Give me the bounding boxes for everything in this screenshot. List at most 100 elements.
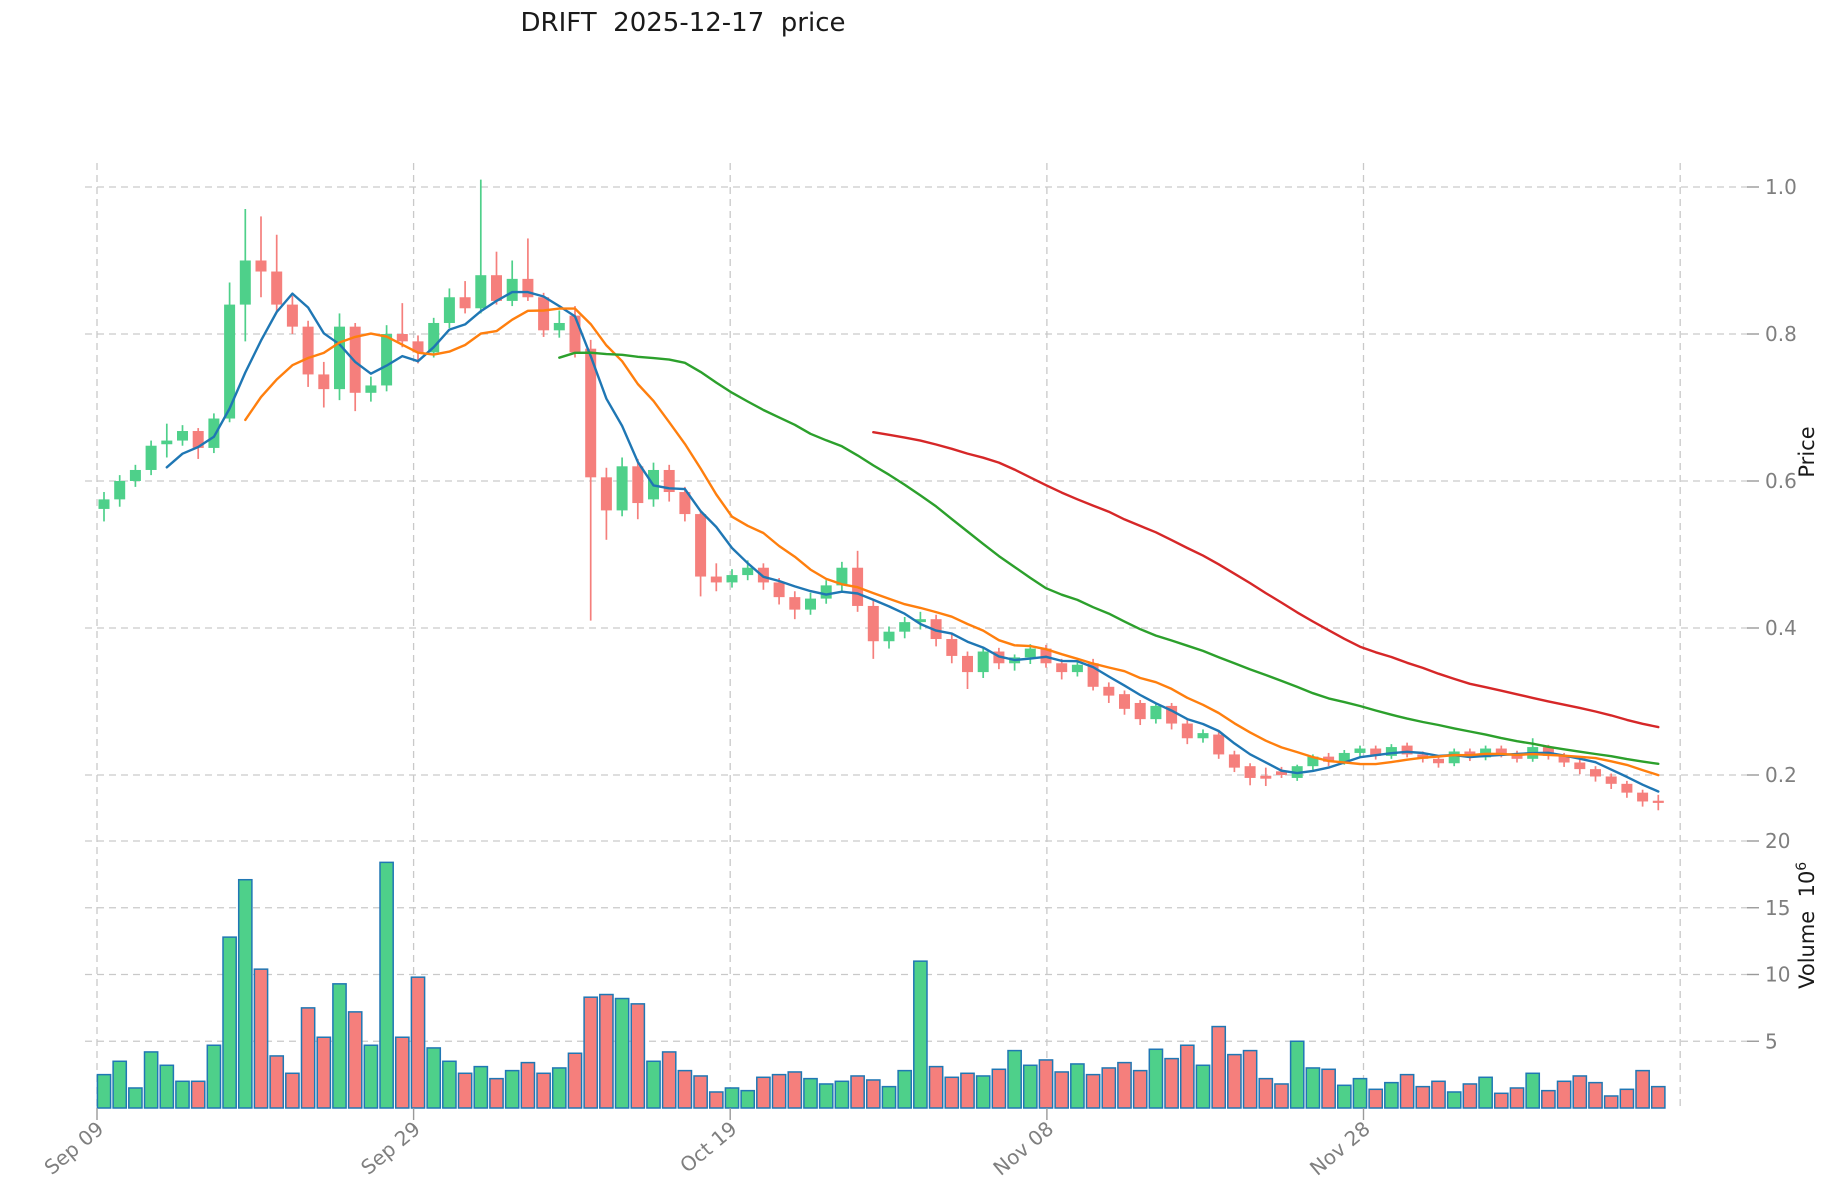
date-tick-label: Oct 19 [675, 1116, 741, 1177]
price-tick-label: 0.6 [1765, 469, 1797, 493]
volume-bar [442, 1060, 457, 1109]
candle-body [129, 469, 141, 481]
candle-body [538, 297, 550, 331]
candle-body [883, 631, 895, 642]
candle-body [1150, 705, 1162, 720]
volume-bar [1007, 1049, 1022, 1109]
volume-bar [567, 1052, 583, 1109]
volume-bar [504, 1069, 520, 1109]
volume-bar [599, 993, 614, 1109]
volume-bar [1493, 1092, 1509, 1109]
candle-body [381, 334, 393, 386]
candles-layer [98, 179, 1664, 811]
volume-bar [426, 1047, 442, 1109]
volume-bar [457, 1072, 473, 1109]
candle-body [1354, 748, 1366, 753]
candle-body [349, 326, 361, 393]
candle-body [663, 469, 675, 493]
volume-bar [1572, 1075, 1588, 1109]
volume-bar [1525, 1072, 1541, 1109]
volume-bar [363, 1044, 379, 1109]
candle-body [1323, 756, 1335, 762]
volume-bar [206, 1044, 222, 1109]
candle-body [1574, 762, 1586, 770]
volume-bar [1431, 1080, 1446, 1109]
candle-body [271, 271, 283, 305]
date-tick-label: Sep 29 [356, 1116, 425, 1179]
moving-averages-layer [165, 290, 1660, 793]
candle-body [632, 466, 644, 504]
candle-body [710, 576, 722, 583]
volume-bar [834, 1080, 850, 1109]
price-axis-label: Price [1795, 426, 1819, 477]
candle-body [836, 567, 848, 586]
volume-bar [1462, 1083, 1478, 1109]
date-tick-label: Sep 09 [40, 1116, 109, 1179]
candle-body [224, 304, 236, 419]
volume-bar [347, 1011, 363, 1109]
volume-bar [253, 968, 269, 1109]
candle-body [553, 322, 565, 331]
volume-bar [975, 1075, 991, 1109]
volume-bar [708, 1091, 724, 1109]
volume-bar [1635, 1069, 1650, 1109]
volume-bar [1117, 1061, 1132, 1109]
candle-body [412, 341, 424, 353]
volume-bar [787, 1071, 803, 1109]
candle-body [1558, 755, 1570, 763]
candle-body [977, 651, 989, 673]
volume-bar [1588, 1081, 1603, 1109]
candle-body [192, 431, 204, 448]
volume-bar [473, 1065, 489, 1109]
volume-bar [1132, 1069, 1148, 1109]
candle-body [1637, 792, 1649, 802]
candle-body [820, 585, 832, 599]
volume-bar [1274, 1083, 1289, 1109]
volume-bar [1054, 1071, 1070, 1109]
candle-body [867, 605, 879, 642]
candle-body [726, 575, 738, 583]
candle-body [1511, 753, 1523, 759]
candle-body [428, 322, 440, 353]
candle-body [1228, 754, 1240, 768]
volume-bar [143, 1051, 159, 1109]
volume-bar [1305, 1067, 1321, 1109]
volume-axis-label-exponent: 6 [1794, 862, 1810, 871]
price-tick-label: 0.8 [1765, 322, 1797, 346]
candle-body [302, 326, 314, 375]
candle-body [1260, 775, 1272, 779]
candle-body [1197, 733, 1209, 739]
ma-line-sma50 [872, 431, 1660, 729]
candle-body [899, 622, 911, 632]
volume-bar [1195, 1064, 1211, 1109]
ma-line-sma30 [558, 351, 1660, 765]
volume-bar [536, 1072, 551, 1109]
volume-bar [128, 1087, 143, 1109]
candle-body [962, 655, 973, 673]
candle-body [365, 385, 377, 393]
volume-bar [300, 1007, 316, 1109]
price-axis-label-text: Price [1795, 426, 1819, 477]
volume-bar [1650, 1085, 1666, 1109]
volume-axis-label: Volume 106 [1787, 842, 1819, 1023]
volume-bar [1211, 1025, 1227, 1109]
volume-bar [1509, 1087, 1525, 1109]
candle-body [443, 297, 455, 323]
volume-axis-label-text: Volume 10 [1795, 871, 1819, 989]
volume-bar [944, 1076, 960, 1109]
candle-body [459, 297, 471, 309]
volume-tick-label: 20 [1765, 829, 1790, 853]
chart-title: DRIFT 2025-12-17 price [521, 8, 846, 38]
candle-body [1652, 800, 1664, 803]
volume-bar [1289, 1040, 1305, 1109]
volume-layer [96, 861, 1666, 1109]
candle-body [1071, 664, 1083, 673]
candle-body [522, 278, 534, 298]
candle-body [1087, 663, 1099, 687]
volume-bar [740, 1089, 756, 1109]
volume-bar [1478, 1076, 1493, 1109]
candle-body [255, 260, 267, 272]
volume-bar [1399, 1073, 1415, 1109]
volume-bar [269, 1055, 285, 1109]
volume-bar [583, 996, 599, 1109]
